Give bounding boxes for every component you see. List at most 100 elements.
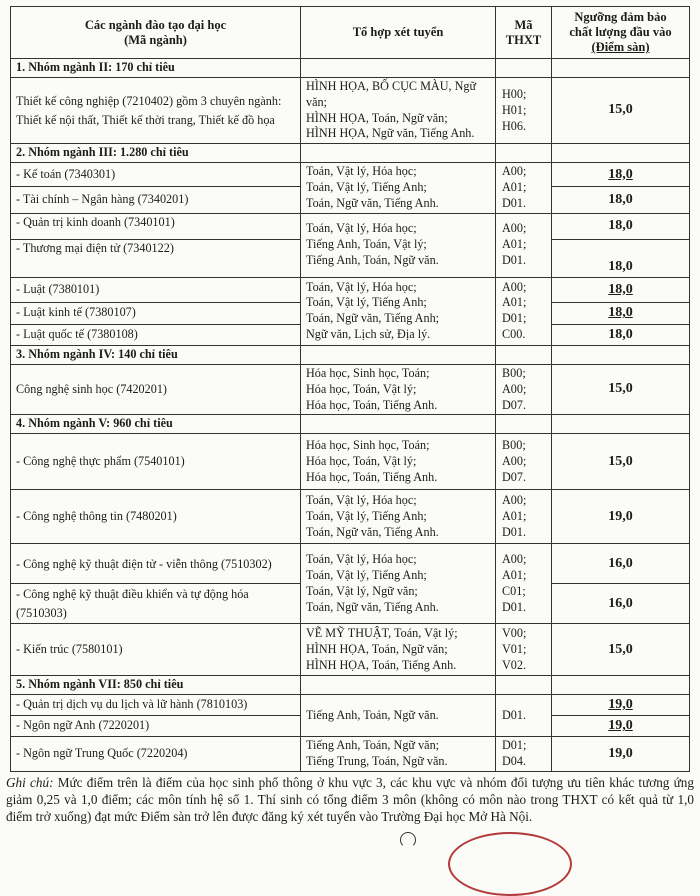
code-cell: D01.	[495, 694, 552, 738]
combo-subjects: Hóa học, Sinh học, Toán;	[306, 365, 430, 380]
group-row: 3. Nhóm ngành IV: 140 chỉ tiêu	[10, 344, 690, 365]
combo-cell: Hóa học, Sinh học, Toán; Hóa học, Toán, V…	[300, 363, 496, 416]
combo-code: H00;	[502, 86, 527, 101]
combo-code: D01;	[502, 738, 527, 753]
admission-table: Các ngành đào tạo đại học (Mã ngành) Tổ h…	[10, 6, 690, 773]
combo-code: B00;	[502, 437, 526, 452]
combo-code: A00;	[502, 492, 527, 507]
group-row: 2. Nhóm ngành III: 1.280 chỉ tiêu	[10, 143, 690, 164]
combo-code: D01.	[502, 195, 527, 210]
combo-code: D01.	[502, 707, 527, 722]
code-cell: A00; A01; D01.	[495, 489, 552, 545]
combo-subjects: Toán, Vật lý, Hóa học;	[306, 164, 417, 179]
combo-subjects: Tiếng Trung, Toán, Ngữ văn.	[306, 754, 448, 769]
combo-code: V01;	[502, 641, 527, 656]
header-combos: Tổ hợp xét tuyển	[300, 6, 496, 59]
combo-subjects: Toán, Ngữ văn, Tiếng Anh.	[306, 524, 439, 539]
combo-subjects: Tiếng Anh, Toán, Ngữ văn;	[306, 738, 440, 753]
code-cell: A00; A01; C01; D01.	[495, 543, 552, 625]
code-cell: H00; H01; H06.	[495, 76, 552, 145]
table-row: - Công nghệ thực phẩm (7540101) Hóa học,…	[10, 433, 690, 491]
combo-subjects: Toán, Vật lý, Hóa học;	[306, 221, 417, 236]
combo-subjects: HÌNH HỌA, Ngữ văn, Tiếng Anh.	[306, 126, 475, 141]
combo-cell: Hóa học, Sinh học, Toán; Hóa học, Toán, V…	[300, 433, 496, 491]
table-row: - Công nghệ thông tin (7480201) Toán, Vậ…	[10, 489, 690, 545]
combo-code: V02.	[502, 657, 527, 672]
combo-code: A00;	[502, 164, 527, 179]
combo-cell: Toán, Vật lý, Hóa học; Toán, Vật lý, Tiến…	[300, 276, 496, 346]
combo-code: D04.	[502, 754, 527, 769]
combo-code: B00;	[502, 365, 526, 380]
table-header: Các ngành đào tạo đại học (Mã ngành) Tổ h…	[10, 6, 690, 59]
combo-subjects: Hóa học, Toán, Tiếng Anh.	[306, 469, 438, 484]
combo-subjects: Toán, Ngữ văn, Tiếng Anh.	[306, 195, 439, 210]
combo-subjects: HÌNH HỌA, Toán, Ngữ văn;	[306, 641, 448, 656]
code-cell: A00; A01; D01.	[495, 162, 552, 214]
combo-subjects: Ngữ văn, Lịch sử, Địa lý.	[306, 327, 431, 342]
table-row: - Kế toán (7340301) Toán, Vật lý, Hóa họ…	[10, 162, 690, 214]
combo-subjects: Toán, Ngữ văn, Tiếng Anh;	[306, 311, 440, 326]
code-cell: A00; A01; D01.	[495, 212, 552, 278]
combo-code: A00;	[502, 453, 527, 468]
combo-subjects: Toán, Vật lý, Hóa học;	[306, 552, 417, 566]
combo-code: A01;	[502, 237, 527, 252]
combo-cell: Tiếng Anh, Toán, Ngữ văn; Tiếng Trung, To…	[300, 736, 496, 773]
combo-code: D07.	[502, 397, 527, 412]
combo-subjects: HÌNH HỌA, Toán, Ngữ văn;	[306, 110, 448, 125]
table-row: - Quản trị kinh doanh (7340101) Toán, Vậ…	[10, 212, 690, 278]
combo-subjects: Toán, Vật lý, Hóa học;	[306, 279, 417, 294]
header-majors: Các ngành đào tạo đại học (Mã ngành)	[10, 6, 301, 59]
table-row: Công nghệ sinh học (7420201) Hóa học, Si…	[10, 363, 690, 416]
combo-code: A00;	[502, 279, 527, 294]
combo-code: C01;	[502, 583, 526, 598]
table-row: - Ngôn ngữ Anh (7220201) 19,0	[10, 715, 690, 738]
combo-code: A00;	[502, 552, 527, 566]
table-row: - Kiến trúc (7580101) VẼ MỸ THUẬT, Toán,…	[10, 623, 690, 677]
table-row: - Ngôn ngữ Trung Quốc (7220204) Tiếng An…	[10, 736, 690, 773]
combo-code: D01.	[502, 253, 527, 268]
combo-subjects: Toán, Vật lý, Tiếng Anh;	[306, 295, 427, 310]
table-row: - Tài chính – Ngân hàng (7340201) 18,0	[10, 186, 690, 214]
combo-cell: Toán, Vật lý, Hóa học; Tiếng Anh, Toán, V…	[300, 212, 496, 278]
group-row: 1. Nhóm ngành II: 170 chỉ tiêu	[10, 58, 690, 78]
table-row: Thiết kế công nghiệp (7210402) gồm 3 chu…	[10, 76, 690, 145]
document: Các ngành đào tạo đại học (Mã ngành) Tổ h…	[0, 6, 700, 896]
footnote: Ghi chú: Mức điểm trên là điểm của học s…	[6, 774, 694, 825]
code-cell: V00; V01; V02.	[495, 623, 552, 677]
combo-code: A00;	[502, 221, 527, 236]
combo-subjects: HÌNH HỌA, BỐ CỤC MÀU, Ngữ văn;	[306, 78, 477, 109]
combo-code: D07.	[502, 469, 527, 484]
table-row: - Công nghệ kỹ thuật điều khiển và tự độ…	[10, 583, 690, 625]
combo-code: A01;	[502, 508, 527, 523]
combo-code: V00;	[502, 625, 527, 640]
signature-area	[0, 826, 700, 896]
combo-cell: Toán, Vật lý, Hóa học; Toán, Vật lý, Tiến…	[300, 162, 496, 214]
combo-subjects: Toán, Ngữ văn, Tiếng Anh.	[306, 599, 439, 614]
table-row: - Quản trị dịch vụ du lịch và lữ hành (7…	[10, 694, 690, 738]
signature-mark-icon	[400, 831, 416, 848]
combo-code: A01;	[502, 180, 527, 195]
group-row: 5. Nhóm ngành VII: 850 chỉ tiêu	[10, 675, 690, 696]
combo-code: C00.	[502, 327, 526, 342]
footnote-text: Mức điểm trên là điểm của học sinh phổ t…	[6, 775, 694, 825]
group-row: 4. Nhóm ngành V: 960 chỉ tiêu	[10, 414, 690, 435]
combo-subjects: Toán, Vật lý, Tiếng Anh;	[306, 180, 427, 195]
combo-code: A00;	[502, 381, 527, 396]
combo-code: H06.	[502, 118, 527, 133]
combo-subjects: Toán, Vật lý, Tiếng Anh;	[306, 508, 427, 523]
combo-subjects: Hóa học, Sinh học, Toán;	[306, 437, 430, 452]
combo-code: H01;	[502, 102, 527, 117]
combo-code: A01;	[502, 567, 527, 582]
combo-subjects: Hóa học, Toán, Tiếng Anh.	[306, 397, 438, 412]
combo-subjects: Hóa học, Toán, Vật lý;	[306, 453, 417, 468]
combo-subjects: Toán, Vật lý, Ngữ văn;	[306, 583, 418, 598]
combo-subjects: VẼ MỸ THUẬT, Toán, Vật lý;	[306, 625, 458, 640]
combo-subjects: HÌNH HỌA, Toán, Tiếng Anh.	[306, 657, 457, 672]
combo-code: D01.	[502, 599, 527, 614]
combo-cell: Toán, Vật lý, Hóa học; Toán, Vật lý, Tiến…	[300, 543, 496, 625]
table-row: - Công nghệ kỹ thuật điện tử - viễn thôn…	[10, 543, 690, 625]
combo-cell: VẼ MỸ THUẬT, Toán, Vật lý; HÌNH HỌA, Toán…	[300, 623, 496, 677]
combo-cell: Tiếng Anh, Toán, Ngữ văn.	[300, 694, 496, 738]
combo-cell: HÌNH HỌA, BỐ CỤC MÀU, Ngữ văn; HÌNH HỌA, …	[300, 76, 496, 145]
combo-subjects: Tiếng Anh, Toán, Ngữ văn.	[306, 253, 439, 268]
